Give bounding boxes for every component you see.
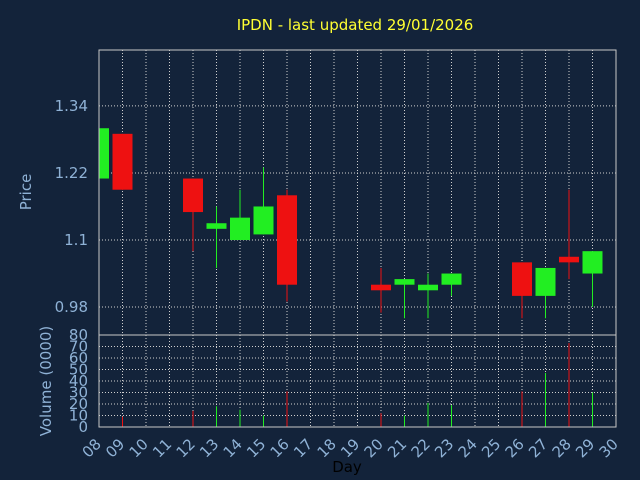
x-tick-label: 20 xyxy=(361,435,387,461)
candle-body xyxy=(394,279,415,285)
candle-body xyxy=(559,256,579,263)
candle xyxy=(512,262,532,319)
x-tick-label: 08 xyxy=(79,435,105,461)
x-tick-label: 11 xyxy=(149,435,175,461)
candle xyxy=(394,279,415,319)
candle-body xyxy=(112,133,133,190)
price-ytick-label: 1.34 xyxy=(55,97,88,115)
volume-ytick-label: 20 xyxy=(69,395,88,413)
candle xyxy=(559,189,579,280)
candle xyxy=(277,189,297,302)
x-tick-label: 16 xyxy=(267,435,293,461)
candle-body xyxy=(99,128,109,179)
candle xyxy=(535,267,556,319)
x-tick-label: 25 xyxy=(478,435,504,461)
candle xyxy=(206,206,227,268)
volume-axis-label: Volume (0000) xyxy=(37,326,55,436)
x-tick-label: 21 xyxy=(384,435,410,461)
price-ytick-label: 1.1 xyxy=(64,231,88,249)
candle-body xyxy=(512,262,532,296)
candle-body xyxy=(230,217,250,240)
price-ytick-label: 0.98 xyxy=(55,298,88,316)
volume-ytick-label: 10 xyxy=(69,407,88,425)
volume-ytick-label: 50 xyxy=(69,361,88,379)
chart-title: IPDN - last updated 29/01/2026 xyxy=(237,16,474,34)
candle xyxy=(441,273,462,296)
x-tick-label: 24 xyxy=(455,435,481,461)
candle-body xyxy=(582,251,603,274)
candle xyxy=(98,94,109,179)
x-tick-label: 13 xyxy=(196,435,222,461)
x-tick-label: 22 xyxy=(408,435,434,461)
x-tick-label: 23 xyxy=(431,435,457,461)
volume-ytick-label: 0 xyxy=(78,418,88,436)
candle xyxy=(582,251,603,308)
x-tick-label: 30 xyxy=(596,435,622,461)
x-tick-label: 14 xyxy=(220,435,246,461)
candle-body xyxy=(183,178,203,213)
candle-body xyxy=(418,284,438,291)
price-axis-label: Price xyxy=(17,174,35,211)
volume-ytick-label: 40 xyxy=(69,372,88,390)
x-tick-label: 09 xyxy=(102,435,128,461)
volume-ytick-label: 80 xyxy=(69,326,88,344)
x-tick-label: 28 xyxy=(549,435,575,461)
candle-body xyxy=(277,195,297,285)
x-axis-label: Day xyxy=(332,458,362,476)
volume-plot-frame xyxy=(98,334,617,428)
candle-body xyxy=(253,206,274,235)
volume-ytick-label: 60 xyxy=(69,349,88,367)
price-ytick-label: 1.22 xyxy=(55,164,88,182)
candle xyxy=(230,189,250,240)
candle xyxy=(253,167,274,235)
candle xyxy=(183,178,203,252)
x-tick-label: 10 xyxy=(126,435,152,461)
candle-body xyxy=(371,284,391,291)
volume-ytick-label: 30 xyxy=(69,384,88,402)
candle-body xyxy=(206,223,227,229)
volume-ytick-label: 70 xyxy=(69,338,88,356)
x-tick-label: 29 xyxy=(572,435,598,461)
candle xyxy=(112,133,133,190)
x-tick-label: 12 xyxy=(173,435,199,461)
candle-body xyxy=(441,273,462,285)
candle xyxy=(418,273,438,319)
candle xyxy=(371,267,391,313)
x-tick-label: 17 xyxy=(290,435,316,461)
candle-body xyxy=(535,267,556,296)
x-tick-label: 26 xyxy=(502,435,528,461)
x-tick-label: 15 xyxy=(243,435,269,461)
x-tick-label: 27 xyxy=(525,435,551,461)
